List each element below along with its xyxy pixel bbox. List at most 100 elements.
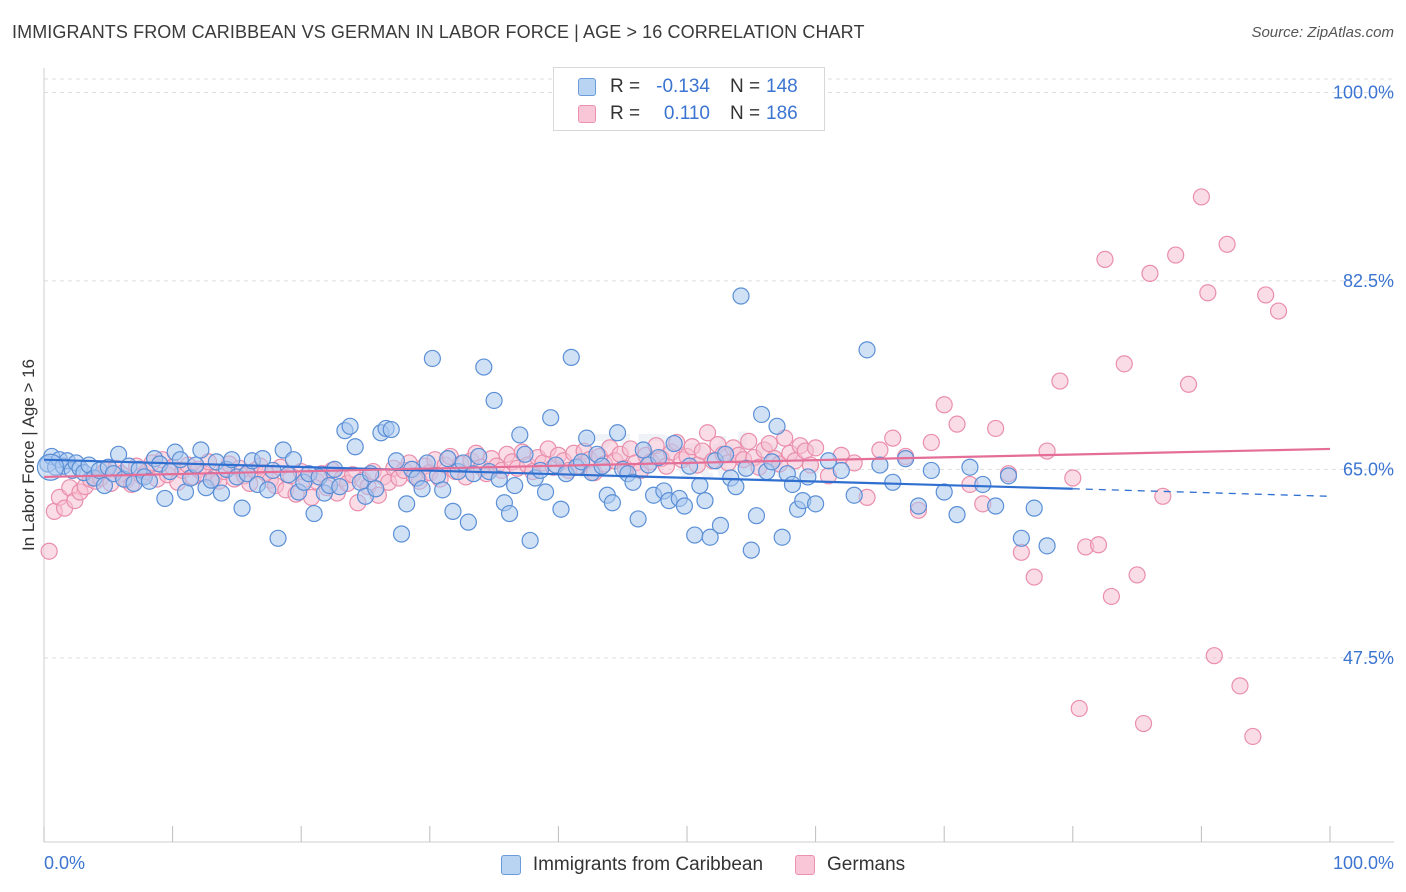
data-point xyxy=(398,495,416,513)
data-point xyxy=(624,473,642,491)
data-point xyxy=(747,507,766,525)
data-point xyxy=(264,461,282,480)
data-point xyxy=(192,441,210,459)
data-point xyxy=(987,497,1005,515)
x-tick-label-max: 100.0% xyxy=(1333,853,1394,873)
data-point xyxy=(871,441,889,459)
data-point xyxy=(675,497,694,515)
stats-legend: R = -0.134 N = 148 R = 0.110 N = 186 xyxy=(553,67,825,131)
data-point xyxy=(346,438,364,456)
data-point xyxy=(696,492,714,510)
data-point xyxy=(999,467,1018,485)
data-point xyxy=(1025,568,1043,586)
data-point xyxy=(806,495,825,513)
data-point xyxy=(1199,284,1217,302)
data-point xyxy=(732,287,750,305)
data-point xyxy=(727,478,745,496)
data-point xyxy=(742,541,760,559)
data-point xyxy=(858,341,876,359)
data-point xyxy=(1012,529,1030,547)
data-point xyxy=(1141,264,1159,282)
data-point xyxy=(884,429,902,447)
data-point xyxy=(665,434,683,453)
data-point xyxy=(475,358,493,376)
data-point xyxy=(233,499,251,517)
germans-trend-line xyxy=(43,447,1331,479)
data-point xyxy=(884,473,902,491)
data-point xyxy=(806,439,825,457)
data-point xyxy=(737,459,755,477)
data-point xyxy=(212,484,231,502)
data-point xyxy=(1128,566,1146,584)
data-point xyxy=(698,424,717,442)
data-point xyxy=(521,531,539,550)
data-point xyxy=(1064,469,1082,487)
data-point xyxy=(1179,375,1198,393)
data-point xyxy=(536,483,555,501)
data-point xyxy=(608,424,627,442)
r-value: 0.110 xyxy=(663,103,710,124)
data-point xyxy=(773,528,791,546)
data-point xyxy=(542,409,560,427)
data-point xyxy=(516,445,534,463)
data-point xyxy=(439,450,457,468)
stats-row-germans: R = 0.110 N = 186 xyxy=(578,101,798,127)
caribbean-legend-swatch xyxy=(500,855,521,875)
r-label: R = xyxy=(610,103,641,124)
n-value: 186 xyxy=(766,103,798,124)
y-tick-labels: 100.0% 82.5% 65.0% 47.5% xyxy=(1333,82,1394,667)
data-point xyxy=(140,472,159,490)
series-legend: Immigrants from Caribbean Germans xyxy=(0,851,1406,879)
data-point xyxy=(552,500,570,518)
data-point xyxy=(871,456,889,474)
caribbean-trend-extension xyxy=(1072,488,1331,497)
data-point xyxy=(1038,537,1056,555)
data-point xyxy=(760,434,778,453)
data-point xyxy=(1192,188,1211,206)
legend-item-caribbean[interactable]: Immigrants from Caribbean xyxy=(500,854,764,876)
data-point xyxy=(922,433,940,452)
data-point xyxy=(768,417,786,435)
data-point xyxy=(1096,250,1114,268)
y-tick-label: 47.5% xyxy=(1343,648,1394,668)
legend-label-caribbean: Immigrants from Caribbean xyxy=(532,854,764,875)
data-point xyxy=(935,483,953,501)
data-point xyxy=(331,478,349,496)
data-point xyxy=(156,489,174,508)
stats-row-caribbean: R = -0.134 N = 148 xyxy=(578,74,798,100)
data-point xyxy=(691,476,709,495)
data-point xyxy=(1102,587,1120,606)
data-point xyxy=(1134,714,1153,733)
data-point xyxy=(1218,235,1236,253)
data-point xyxy=(1025,499,1043,517)
data-point xyxy=(1269,302,1288,320)
data-point xyxy=(634,441,652,459)
y-tick-label: 65.0% xyxy=(1343,459,1394,479)
data-point xyxy=(1231,677,1249,695)
data-point xyxy=(470,447,488,466)
caribbean-points xyxy=(36,287,1056,559)
data-point xyxy=(444,502,462,520)
data-point xyxy=(1154,487,1172,505)
data-point xyxy=(752,405,771,424)
chart-title: IMMIGRANTS FROM CARIBBEAN VS GERMAN IN L… xyxy=(12,22,865,42)
y-tick-label: 82.5% xyxy=(1343,271,1394,291)
data-point xyxy=(783,475,802,494)
data-point xyxy=(367,480,385,498)
data-point xyxy=(1089,536,1108,554)
data-point xyxy=(832,461,850,480)
data-point xyxy=(531,461,549,480)
grid-lines xyxy=(44,78,1394,659)
data-point xyxy=(776,429,794,447)
data-point xyxy=(284,451,303,469)
data-point xyxy=(603,494,622,512)
data-point xyxy=(171,451,189,469)
data-point xyxy=(922,461,940,480)
data-point xyxy=(629,510,647,528)
legend-item-germans[interactable]: Germans xyxy=(795,854,905,876)
data-point xyxy=(1205,647,1223,665)
data-point xyxy=(434,481,452,499)
data-point xyxy=(1115,355,1133,373)
n-value: 148 xyxy=(766,76,798,97)
data-point xyxy=(987,419,1005,438)
